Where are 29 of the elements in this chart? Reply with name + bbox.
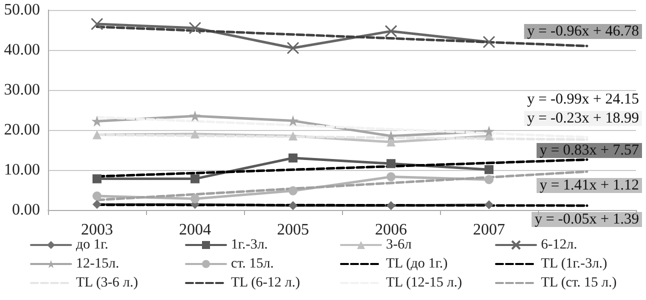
legend-label: до 1г.: [76, 238, 108, 252]
x-tick-label: 2004: [179, 222, 211, 238]
x-tick-label: 2003: [81, 222, 113, 238]
legend-label: TL (12-15 л.): [386, 276, 462, 290]
annotation: y = -0.96x + 46.78: [527, 24, 640, 40]
annotation: y = 0.83x + 7.57: [540, 142, 640, 158]
legend-label: TL (6-12 л.): [231, 276, 300, 290]
y-tick-label: 10.00: [4, 162, 40, 178]
legend-label: TL (ст. 15 л.): [541, 276, 618, 290]
legend-label: TL (до 1г.): [386, 256, 448, 272]
y-tick-label: 40.00: [4, 42, 40, 58]
x-tick-label: 2005: [277, 222, 309, 238]
annotation: y = 1.41x + 1.12: [540, 178, 640, 194]
annotation: y = -0.23x + 18.99: [527, 110, 640, 126]
legend-label: 1г.-3л.: [231, 238, 268, 252]
y-tick-label: 20.00: [4, 122, 40, 138]
legend-label: 12-15л.: [76, 256, 120, 272]
legend-label: ст. 15л.: [231, 256, 274, 272]
annotation: y = -0.99x + 24.15: [527, 92, 640, 108]
legend-label: 6-12л.: [541, 238, 578, 252]
x-tick-label: 2007: [473, 222, 505, 238]
x-tick-label: 2006: [375, 222, 407, 238]
y-tick-label: 50.00: [4, 2, 40, 18]
text: y = -0.05x + 1.39: [534, 212, 640, 228]
y-tick-label: 0.00: [12, 202, 40, 218]
y-tick-label: 30.00: [4, 82, 40, 98]
legend-label: 3-6л: [386, 238, 412, 252]
legend-label: TL (1г.-3л.): [541, 256, 608, 272]
legend-label: TL (3-6 л.): [76, 276, 138, 290]
